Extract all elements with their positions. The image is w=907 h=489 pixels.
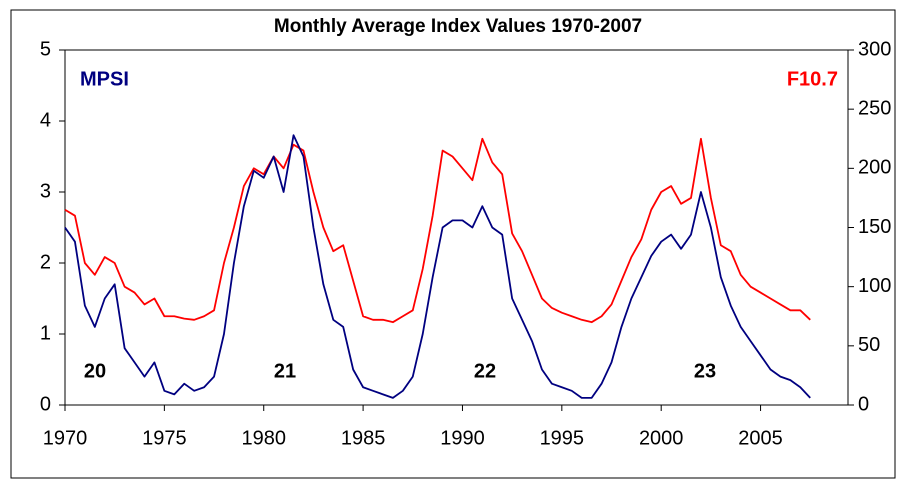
- series-line: [64, 137, 811, 324]
- y2-tick-label: 0: [858, 393, 869, 415]
- chart-title: Monthly Average Index Values 1970-2007: [274, 16, 642, 37]
- y2-tick-label: 100: [858, 275, 891, 297]
- series-label: F10.7: [787, 68, 838, 90]
- x-tick-label: 2005: [738, 427, 783, 449]
- y-tick-label: 1: [40, 322, 51, 344]
- y-tick-label: 3: [40, 180, 51, 202]
- y-tick-label: 5: [40, 38, 51, 60]
- x-tick-label: 1980: [241, 427, 286, 449]
- x-tick-label: 2000: [639, 427, 684, 449]
- y-tick-label: 2: [40, 251, 51, 273]
- y-tick-label: 0: [40, 393, 51, 415]
- series-line: [64, 134, 811, 399]
- x-tick-label: 1970: [43, 427, 88, 449]
- x-tick-label: 1985: [341, 427, 386, 449]
- series-label: MPSI: [80, 68, 129, 90]
- y2-tick-label: 200: [858, 157, 891, 179]
- y2-tick-label: 50: [858, 334, 880, 356]
- y2-tick-label: 150: [858, 216, 891, 238]
- cycle-label: 22: [474, 360, 496, 382]
- cycle-label: 21: [274, 360, 296, 382]
- y2-tick-label: 300: [858, 38, 891, 60]
- y-tick-label: 4: [40, 109, 51, 131]
- x-tick-label: 1990: [440, 427, 485, 449]
- cycle-label: 23: [694, 360, 716, 382]
- chart-border: [10, 9, 896, 479]
- x-tick-label: 1975: [142, 427, 187, 449]
- y2-tick-label: 250: [858, 97, 891, 119]
- x-tick-label: 1995: [540, 427, 585, 449]
- cycle-label: 20: [84, 360, 106, 382]
